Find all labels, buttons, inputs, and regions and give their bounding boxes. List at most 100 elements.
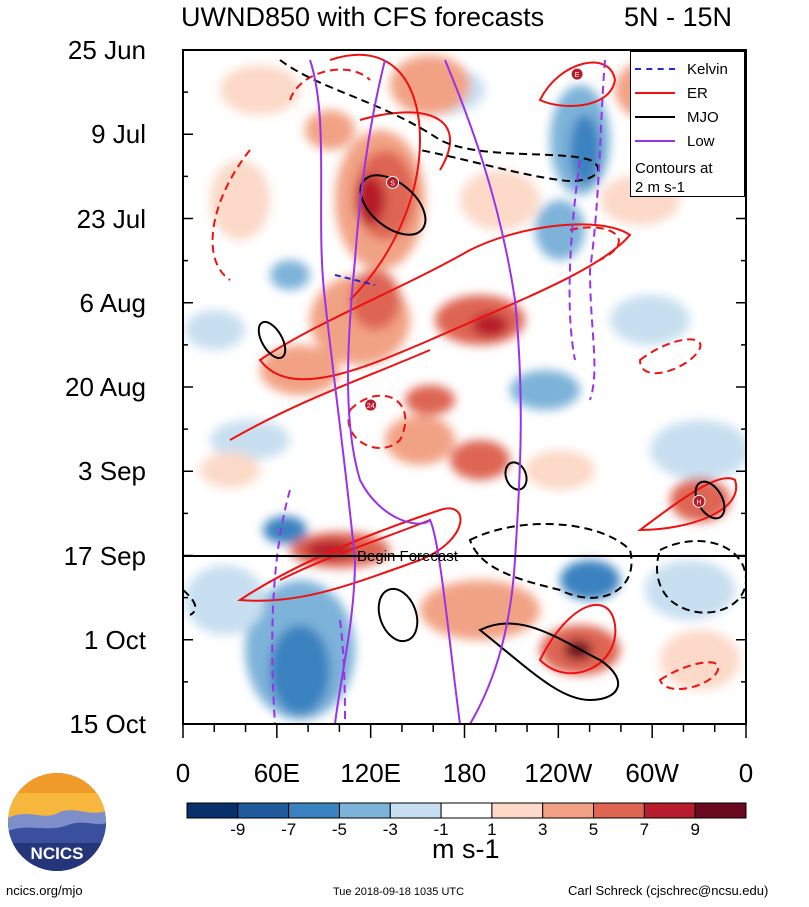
low-contour xyxy=(347,59,461,724)
y-tick-label: 20 Aug xyxy=(65,372,146,402)
axis-ticks xyxy=(182,49,747,738)
storm-label: 24 xyxy=(367,403,375,410)
colorbar-label: 7 xyxy=(639,820,650,839)
storm-marker: 24 xyxy=(364,398,378,412)
y-tick-label: 15 Oct xyxy=(69,709,146,739)
low-contour xyxy=(309,59,357,724)
y-tick-label: 25 Jun xyxy=(67,35,146,65)
mjo-contour xyxy=(377,587,419,643)
colorbar-label: -1 xyxy=(433,820,449,839)
legend-swatch xyxy=(635,116,675,118)
x-tick-label: 0 xyxy=(738,758,754,788)
mjo-contour-neg xyxy=(279,59,599,182)
storm-symbol xyxy=(364,398,378,412)
x-tick-label: 60E xyxy=(253,758,300,788)
colorbar-label: -9 xyxy=(230,820,246,839)
logo-art: NCICS xyxy=(8,773,106,871)
storm-marker: S xyxy=(386,175,400,189)
legend-item-kelvin: Kelvin xyxy=(635,60,728,78)
colorbar-unit: m s-1 xyxy=(432,834,500,864)
mjo-contour xyxy=(504,461,528,491)
legend-item-er: ER xyxy=(635,84,708,102)
colorbar-swatch xyxy=(643,802,696,819)
y-tick-label: 3 Sep xyxy=(78,456,146,487)
storm-symbol xyxy=(692,494,706,508)
storm-label: E xyxy=(575,72,580,79)
storm-marker: H xyxy=(692,494,706,508)
logo-text: NCICS xyxy=(31,844,84,863)
x-tick-label: 120W xyxy=(524,758,593,788)
footer-author: Carl Schreck (cjschrec@ncsu.edu) xyxy=(568,883,769,898)
storm-symbol xyxy=(386,175,400,189)
colorbar-swatch xyxy=(338,802,391,819)
y-tick-label: 1 Oct xyxy=(83,624,146,655)
legend-label: Kelvin xyxy=(687,60,728,78)
storm-label: H xyxy=(697,499,702,506)
y-tick-label: 23 Jul xyxy=(76,203,146,234)
forecast-label: Begin Forecast xyxy=(357,548,458,565)
er-contour-neg xyxy=(347,394,407,450)
storm-marker: E xyxy=(570,67,584,81)
er-contour xyxy=(538,604,617,675)
mjo-contour-neg xyxy=(468,522,633,599)
er-contour xyxy=(636,477,738,532)
colorbar-label: 9 xyxy=(690,820,700,839)
chart-region: 5N - 15N xyxy=(624,2,733,32)
x-tick-label: 60W xyxy=(625,758,679,788)
colorbar-label: -7 xyxy=(281,820,297,839)
er-contour-neg xyxy=(658,661,720,691)
y-tick-label: 6 Aug xyxy=(79,287,146,318)
mjo-contour-neg xyxy=(656,540,746,614)
x-tick-label: 0 xyxy=(175,758,191,788)
colorbar-swatch xyxy=(186,802,239,819)
colorbar-label: -5 xyxy=(331,820,348,839)
legend-note-line2: 2 m s-1 xyxy=(635,179,686,196)
storm-label: S xyxy=(390,180,395,187)
y-tick-label: 9 Jul xyxy=(91,119,146,150)
mjo-contour xyxy=(257,320,287,360)
kelvin-contour xyxy=(334,274,376,286)
legend-swatch xyxy=(635,92,675,94)
colorbar-swatch xyxy=(288,802,340,819)
legend: Kelvin ER MJO Low Contours at 2 m s-1 xyxy=(630,51,745,197)
er-contour xyxy=(229,349,431,441)
colorbar-label: 3 xyxy=(537,820,548,839)
er-contour xyxy=(258,223,632,381)
ncics-logo: NCICS xyxy=(8,773,106,871)
colorbar-swatch xyxy=(593,802,645,819)
colorbar xyxy=(186,802,747,819)
colorbar-swatch xyxy=(389,802,442,819)
er-contour xyxy=(359,111,452,171)
er-contour xyxy=(538,61,617,107)
x-tick-label: 180 xyxy=(442,758,487,788)
er-contour-neg xyxy=(638,338,702,375)
low-contour xyxy=(271,489,291,724)
colorbar-swatch xyxy=(237,802,290,819)
legend-item-mjo: MJO xyxy=(635,108,719,126)
mjo-contour-neg xyxy=(183,589,197,616)
colorbar-swatch xyxy=(440,802,493,819)
low-contour xyxy=(339,619,346,724)
contour-layer xyxy=(183,53,746,724)
er-contour xyxy=(237,507,462,602)
y-tick-label: 17 Sep xyxy=(63,540,146,571)
er-contour xyxy=(279,519,431,581)
low-contour xyxy=(568,159,581,361)
storm-symbol xyxy=(570,67,584,81)
er-contour-neg xyxy=(569,226,620,261)
legend-note: Contours at 2 m s-1 xyxy=(635,159,713,197)
footer-url: ncics.org/mjo xyxy=(6,883,83,898)
footer-timestamp: Tue 2018-09-18 1035 UTC xyxy=(333,886,465,898)
storm-markers: S E H 24 xyxy=(364,67,706,508)
legend-item-low: Low xyxy=(635,132,715,150)
legend-label: Low xyxy=(687,132,715,150)
legend-note-line1: Contours at xyxy=(635,160,713,177)
mjo-contour xyxy=(359,174,427,236)
low-contour xyxy=(444,59,522,724)
colorbar-swatch xyxy=(542,802,595,819)
low-contour xyxy=(588,59,606,401)
chart-title: UWND850 with CFS forecasts xyxy=(181,2,545,32)
colorbar-label: 1 xyxy=(487,820,497,839)
colorbar-swatch xyxy=(694,802,747,819)
colorbar-label: 5 xyxy=(588,820,599,839)
